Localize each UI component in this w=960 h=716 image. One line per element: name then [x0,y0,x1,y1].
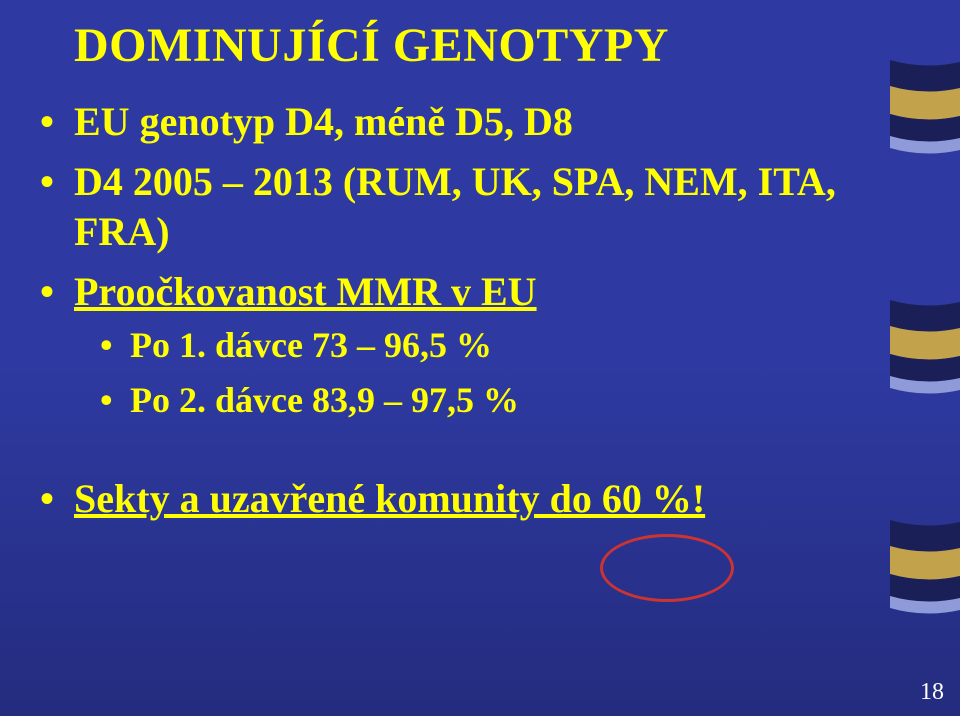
decorative-stripes [890,0,960,716]
bullet-text-underlined: Sekty a uzavřené komunity do 60 %! [74,476,705,521]
bullet-text-underlined: Proočkovanost MMR v EU [74,269,537,314]
sub-bullet-item: Po 1. dávce 73 – 96,5 % [130,321,880,370]
bullet-item: Proočkovanost MMR v EU Po 1. dávce 73 – … [74,267,880,424]
spacer [74,434,880,464]
slide: DOMINUJÍCÍ GENOTYPY EU genotyp D4, méně … [0,0,960,716]
bullet-item: D4 2005 – 2013 (RUM, UK, SPA, NEM, ITA, … [74,157,880,257]
bullet-text: EU genotyp D4, méně D5, D8 [74,99,573,144]
sub-bullet-text: Po 2. dávce 83,9 – 97,5 % [130,380,519,420]
sub-bullet-text: Po 1. dávce 73 – 96,5 % [130,325,492,365]
slide-title: DOMINUJÍCÍ GENOTYPY [74,18,880,73]
bullet-item: Sekty a uzavřené komunity do 60 %! [74,474,880,524]
bullet-item: EU genotyp D4, méně D5, D8 [74,97,880,147]
content-area: DOMINUJÍCÍ GENOTYPY EU genotyp D4, méně … [74,18,880,534]
sub-bullet-list: Po 1. dávce 73 – 96,5 % Po 2. dávce 83,9… [130,321,880,424]
page-number: 18 [920,679,944,706]
bullet-text: D4 2005 – 2013 (RUM, UK, SPA, NEM, ITA, … [74,159,836,254]
annotation-oval [600,534,734,602]
bullet-list: EU genotyp D4, méně D5, D8 D4 2005 – 201… [74,97,880,524]
sub-bullet-item: Po 2. dávce 83,9 – 97,5 % [130,376,880,425]
